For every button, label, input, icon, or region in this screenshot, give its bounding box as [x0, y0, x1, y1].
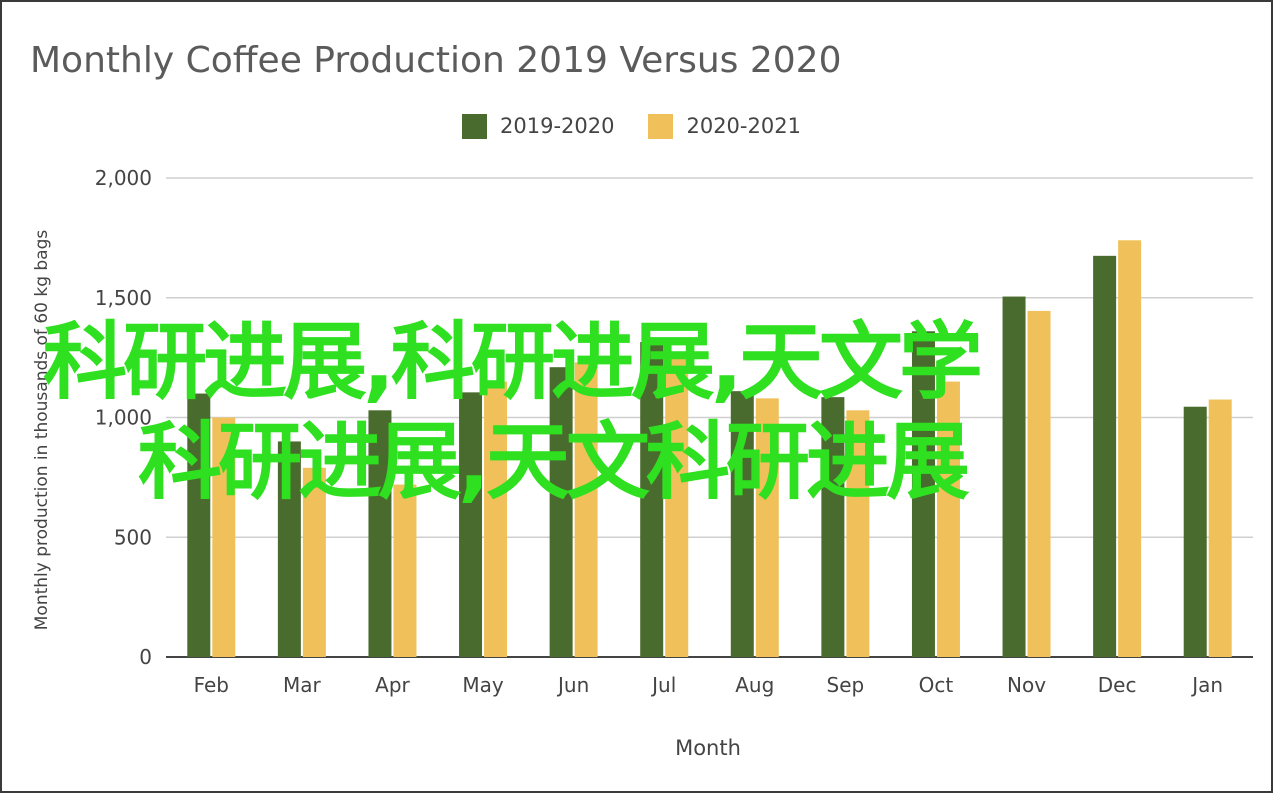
bar — [212, 417, 236, 657]
bar — [1002, 296, 1026, 657]
bar — [640, 342, 664, 657]
y-tick-label: 1,500 — [95, 286, 152, 310]
x-axis-title: Month — [675, 736, 741, 760]
bar — [1183, 406, 1207, 657]
bar — [665, 355, 689, 657]
x-tick-label: Jul — [650, 673, 676, 697]
bar — [302, 467, 326, 657]
bar — [484, 381, 508, 657]
x-tick-label: Nov — [1007, 673, 1046, 697]
x-tick-label: Sep — [827, 673, 865, 697]
x-tick-label: Jun — [556, 673, 589, 697]
bar — [821, 397, 845, 657]
y-axis-title: Monthly production in thousands of 60 kg… — [32, 230, 52, 631]
bar — [187, 393, 211, 657]
x-tick-label: Jan — [1190, 673, 1223, 697]
legend-item-series-1: 2019-2020 — [462, 113, 615, 139]
legend-label-series-1: 2019-2020 — [500, 114, 615, 138]
legend: 2019-2020 2020-2021 — [462, 112, 835, 140]
x-tick-label: Dec — [1098, 673, 1137, 697]
bar — [1118, 240, 1142, 657]
bar — [1027, 310, 1051, 657]
overlay-text-line-2: 科研进展,天文科研进展 — [138, 413, 970, 511]
x-tick-label: Aug — [735, 673, 774, 697]
x-tick-label: Apr — [375, 673, 410, 697]
y-tick-label: 2,000 — [95, 166, 152, 190]
bar — [1208, 399, 1232, 657]
x-tick-label: Feb — [194, 673, 229, 697]
y-tick-label: 500 — [114, 525, 152, 549]
x-tick-label: Mar — [283, 673, 322, 697]
bar — [936, 381, 960, 657]
y-tick-label: 0 — [139, 645, 152, 669]
bar — [393, 484, 417, 657]
legend-label-series-2: 2020-2021 — [686, 114, 801, 138]
legend-item-series-2: 2020-2021 — [648, 113, 801, 139]
bar — [549, 367, 573, 657]
bar — [730, 391, 754, 657]
y-tick-label: 1,000 — [95, 406, 152, 430]
bar — [846, 410, 870, 657]
chart-title: Monthly Coffee Production 2019 Versus 20… — [30, 40, 842, 81]
bar — [277, 441, 301, 657]
legend-swatch-series-2 — [648, 113, 674, 139]
bar — [459, 392, 483, 657]
bar — [911, 331, 935, 657]
bar — [1093, 255, 1117, 657]
bar — [368, 410, 392, 657]
x-tick-label: Oct — [919, 673, 954, 697]
bar — [574, 362, 598, 657]
x-tick-label: May — [462, 673, 504, 697]
bar — [755, 398, 779, 657]
legend-swatch-series-1 — [462, 113, 487, 139]
overlay-text-line-1: 科研进展,科研进展,天文学 — [43, 313, 983, 411]
